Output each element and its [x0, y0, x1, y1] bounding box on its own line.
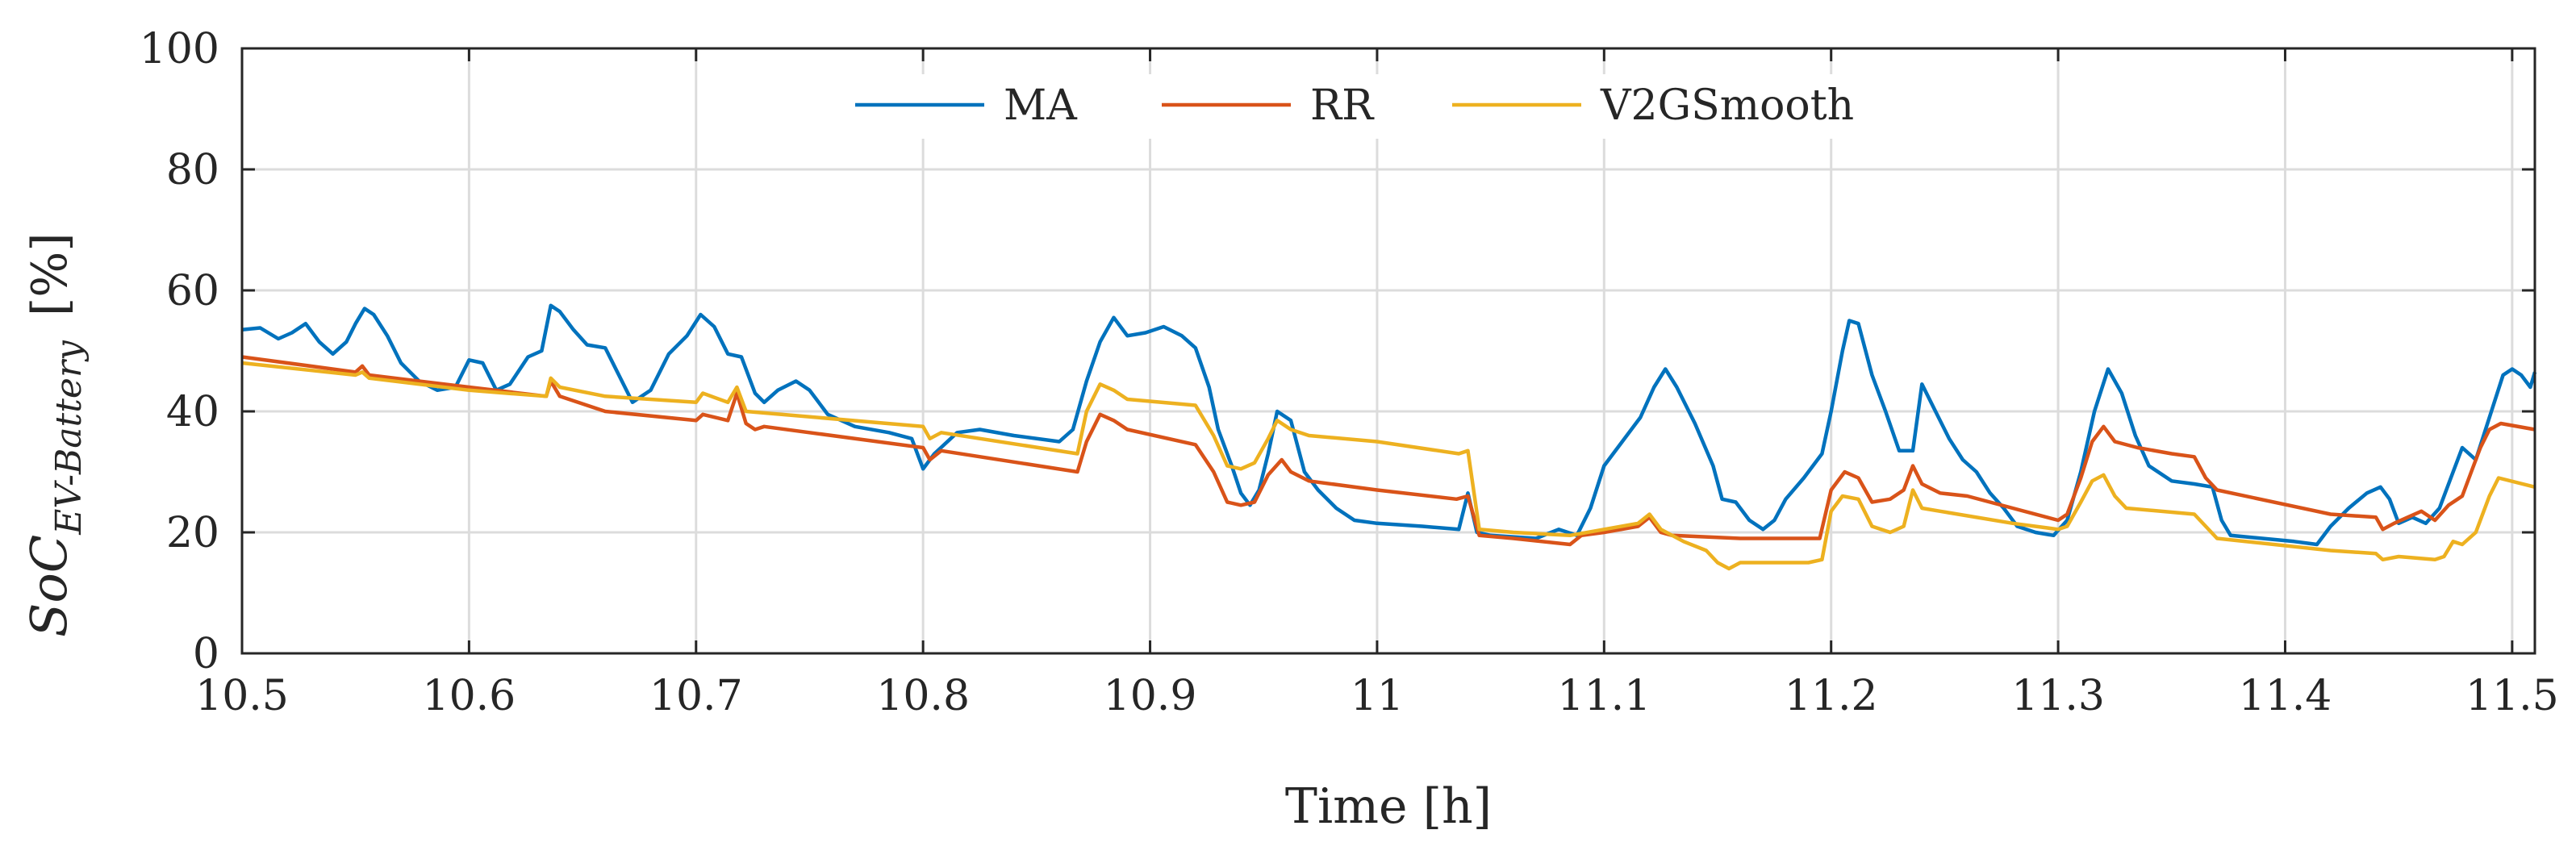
y-axis-label: SoCEV-Battery [%] [19, 232, 90, 637]
series-line-ma [241, 303, 2537, 547]
legend-label-v2gsmooth: V2GSmooth [1600, 81, 1854, 130]
legend-label-rr: RR [1310, 81, 1375, 130]
x-tick-label: 11.4 [2239, 672, 2332, 720]
x-axis-label: Time [h] [1285, 778, 1492, 835]
legend-label-ma: MA [1004, 81, 1078, 130]
y-tick-label: 0 [193, 630, 219, 678]
x-tick-label: 11.2 [1785, 672, 1878, 720]
x-tick-label: 11.5 [2465, 672, 2559, 720]
y-axis-label-subscript: EV-Battery [48, 340, 90, 536]
axes-frame [240, 47, 2536, 655]
x-tick-label: 10.8 [876, 672, 970, 720]
legend: MA RR V2GSmooth [839, 74, 1944, 139]
x-tick-label: 11 [1351, 672, 1404, 720]
y-axis-label-soc: SoC [19, 535, 78, 637]
y-tick-label: 60 [166, 267, 219, 315]
x-tick-label: 11.1 [1557, 672, 1651, 720]
x-tick-label: 10.9 [1104, 672, 1197, 720]
legend-background [839, 74, 1944, 139]
y-tick-label: 80 [166, 146, 219, 194]
series-line-rr [241, 355, 2536, 547]
axis-ticks: 10.5 10.6 10.7 10.8 10.9 11 11.1 11.2 11.3 11.4 11… [140, 25, 2559, 720]
series-lines [241, 303, 2537, 571]
grid [240, 47, 2535, 655]
y-tick-label: 20 [166, 509, 219, 557]
y-tick-label: 100 [140, 25, 219, 73]
y-axis-label-unit: [%] [22, 232, 78, 316]
y-axis-label-main: SoCEV-Battery [%] [19, 232, 90, 637]
x-tick-label: 10.6 [422, 672, 516, 720]
series-line-v2gsmooth [241, 361, 2536, 571]
y-tick-label: 40 [166, 388, 219, 436]
x-tick-label: 10.7 [649, 672, 743, 720]
x-tick-label: 11.3 [2011, 672, 2105, 720]
x-tick-label: 10.5 [195, 672, 289, 720]
